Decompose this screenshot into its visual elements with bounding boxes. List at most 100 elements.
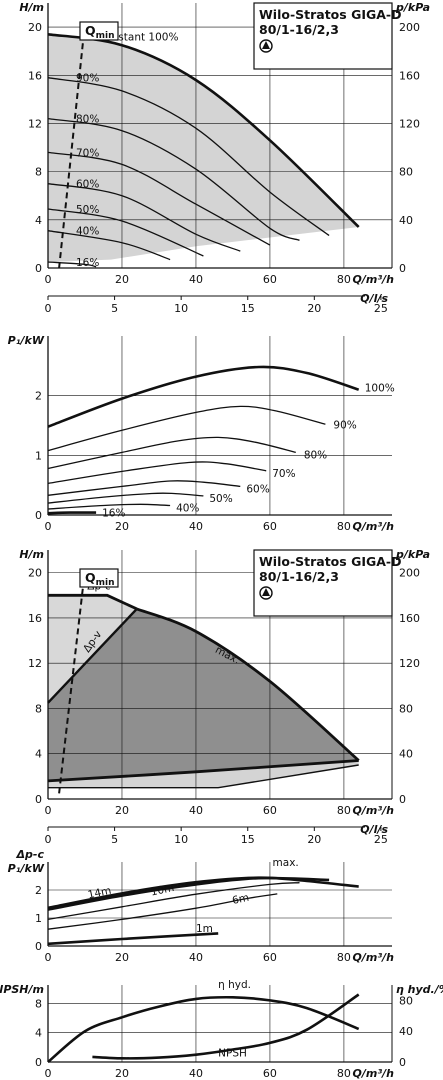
series-label: 10m	[150, 882, 176, 899]
series-line-n-constant-100-	[47, 33, 360, 228]
series-label: 6m	[231, 892, 250, 907]
wilo-logo-triangle	[262, 41, 270, 49]
y-axis-right-label: p/kPa	[395, 1, 430, 14]
y-tick-label: 0	[35, 1056, 42, 1069]
x-tick-label: 0	[45, 951, 52, 964]
y-right-tick-label: 80	[399, 702, 413, 715]
series-label: 60%	[246, 483, 269, 495]
series-line-100-	[47, 365, 360, 428]
x2-axis-label: Q/l/s	[360, 292, 388, 305]
y-right-tick-label: 80	[399, 994, 413, 1007]
series-line-min-speed	[48, 764, 359, 789]
qmin-line	[58, 22, 86, 269]
series-line-80-	[47, 436, 296, 470]
title-box	[253, 549, 393, 617]
series-line-max-	[47, 876, 359, 910]
qmin-box	[79, 21, 119, 41]
y-tick-label: 16	[28, 69, 42, 82]
qmin-sub: min	[96, 31, 115, 41]
x-tick-label: 40	[189, 1067, 203, 1080]
series-label: 16%	[102, 508, 125, 520]
y-tick-label: 8	[35, 702, 42, 715]
series-label: 90%	[333, 419, 356, 431]
dpc-region	[48, 595, 137, 703]
series-label: 50%	[76, 204, 99, 216]
x-tick-label: 20	[115, 273, 129, 286]
series-line-70-	[47, 461, 267, 485]
x2-tick-label: 15	[241, 833, 255, 846]
series-label: 70%	[272, 468, 295, 480]
dpv-region	[48, 608, 359, 781]
y-tick-label: 0	[35, 509, 42, 522]
y-tick-label: 1	[35, 449, 42, 462]
series-line-max	[136, 607, 360, 762]
series-label: 40%	[76, 226, 99, 238]
series-label: 80%	[304, 449, 327, 461]
qmin-line	[58, 569, 86, 794]
series-label: max.	[273, 857, 299, 869]
x-tick-label: 80	[337, 273, 351, 286]
x2-tick-label: 0	[45, 833, 52, 846]
x-tick-label: 80	[337, 804, 351, 817]
y-tick-label: 8	[35, 166, 42, 179]
qmin-box	[79, 568, 119, 588]
y-tick-label: 1	[35, 912, 42, 925]
y-tick-label: 20	[28, 567, 42, 580]
x-tick-label: 60	[263, 1067, 277, 1080]
y-right-tick-label: 120	[399, 117, 420, 130]
y-right-tick-label: 80	[399, 166, 413, 179]
series-label: 80%	[76, 114, 99, 126]
series-label: 1m	[196, 923, 213, 935]
chart-title: Wilo-Stratos GIGA-D	[259, 554, 401, 569]
y-right-tick-label: 160	[399, 612, 420, 625]
y-right-tick-label: 160	[399, 69, 420, 82]
y-axis-label-2: P₁/kW	[8, 862, 45, 875]
series-line-eta	[47, 995, 360, 1064]
x-axis-label: Q/m³/h	[353, 520, 395, 533]
x-tick-label: 80	[337, 951, 351, 964]
series-label: 60%	[76, 179, 99, 191]
chart-p1_speed: 0 20 40 60 80 0 1 2 Q/m³/h P₁/kW	[8, 334, 395, 533]
series-line-60-	[47, 183, 241, 252]
y-tick-label: 4	[35, 748, 42, 761]
chart-subtitle: 80/1-16/2,3	[259, 569, 339, 584]
chart-p1_mode: 0 20 40 60 80 0 1 2 Q/m³/h Δp-cP₁/kW	[8, 848, 395, 964]
series-label-eta: η hyd.	[218, 979, 251, 991]
x-tick-label: 60	[263, 520, 277, 533]
y-right-tick-label: 200	[399, 567, 420, 580]
chart-npsh-data: η hyd. NPSH	[47, 979, 360, 1064]
x2-tick-label: 25	[374, 302, 388, 315]
y-right-tick-label: 0	[399, 793, 406, 806]
x2-tick-label: 20	[307, 302, 321, 315]
x-tick-label: 40	[189, 273, 203, 286]
x2-tick-label: 5	[111, 302, 118, 315]
series-line-70-	[47, 151, 271, 246]
series-label: 70%	[76, 147, 99, 159]
x2-tick-label: 5	[111, 833, 118, 846]
series-line-16-	[47, 261, 97, 268]
title-box	[253, 2, 393, 70]
series-line-40-	[47, 503, 171, 510]
wilo-logo-ring	[259, 586, 273, 600]
y-right-tick-label: 0	[399, 262, 406, 275]
x2-tick-label: 10	[174, 302, 188, 315]
chart-p1-mode-data: max. 14m 10m 6m 1m	[47, 857, 359, 946]
x-tick-label: 20	[115, 951, 129, 964]
y-right-tick-label: 200	[399, 21, 420, 34]
x2-tick-label: 20	[307, 833, 321, 846]
x-tick-label: 0	[45, 273, 52, 286]
x-tick-label: 40	[189, 951, 203, 964]
series-label-npsh: NPSH	[218, 1048, 247, 1060]
wilo-logo-ring	[259, 39, 273, 53]
y-right-tick-label: 0	[399, 1056, 406, 1069]
chart-p1-speed-data: 100% 90% 80% 70%60% 50% 40% 16%	[47, 365, 395, 520]
x2-tick-label: 0	[45, 302, 52, 315]
y-right-tick-label: 40	[399, 748, 413, 761]
chart-title: Wilo-Stratos GIGA-D	[259, 7, 401, 22]
x-tick-label: 20	[115, 804, 129, 817]
x-tick-label: 0	[45, 520, 52, 533]
y-tick-label: 20	[28, 21, 42, 34]
y-tick-label: 12	[28, 117, 42, 130]
y-tick-label: 2	[35, 390, 42, 403]
